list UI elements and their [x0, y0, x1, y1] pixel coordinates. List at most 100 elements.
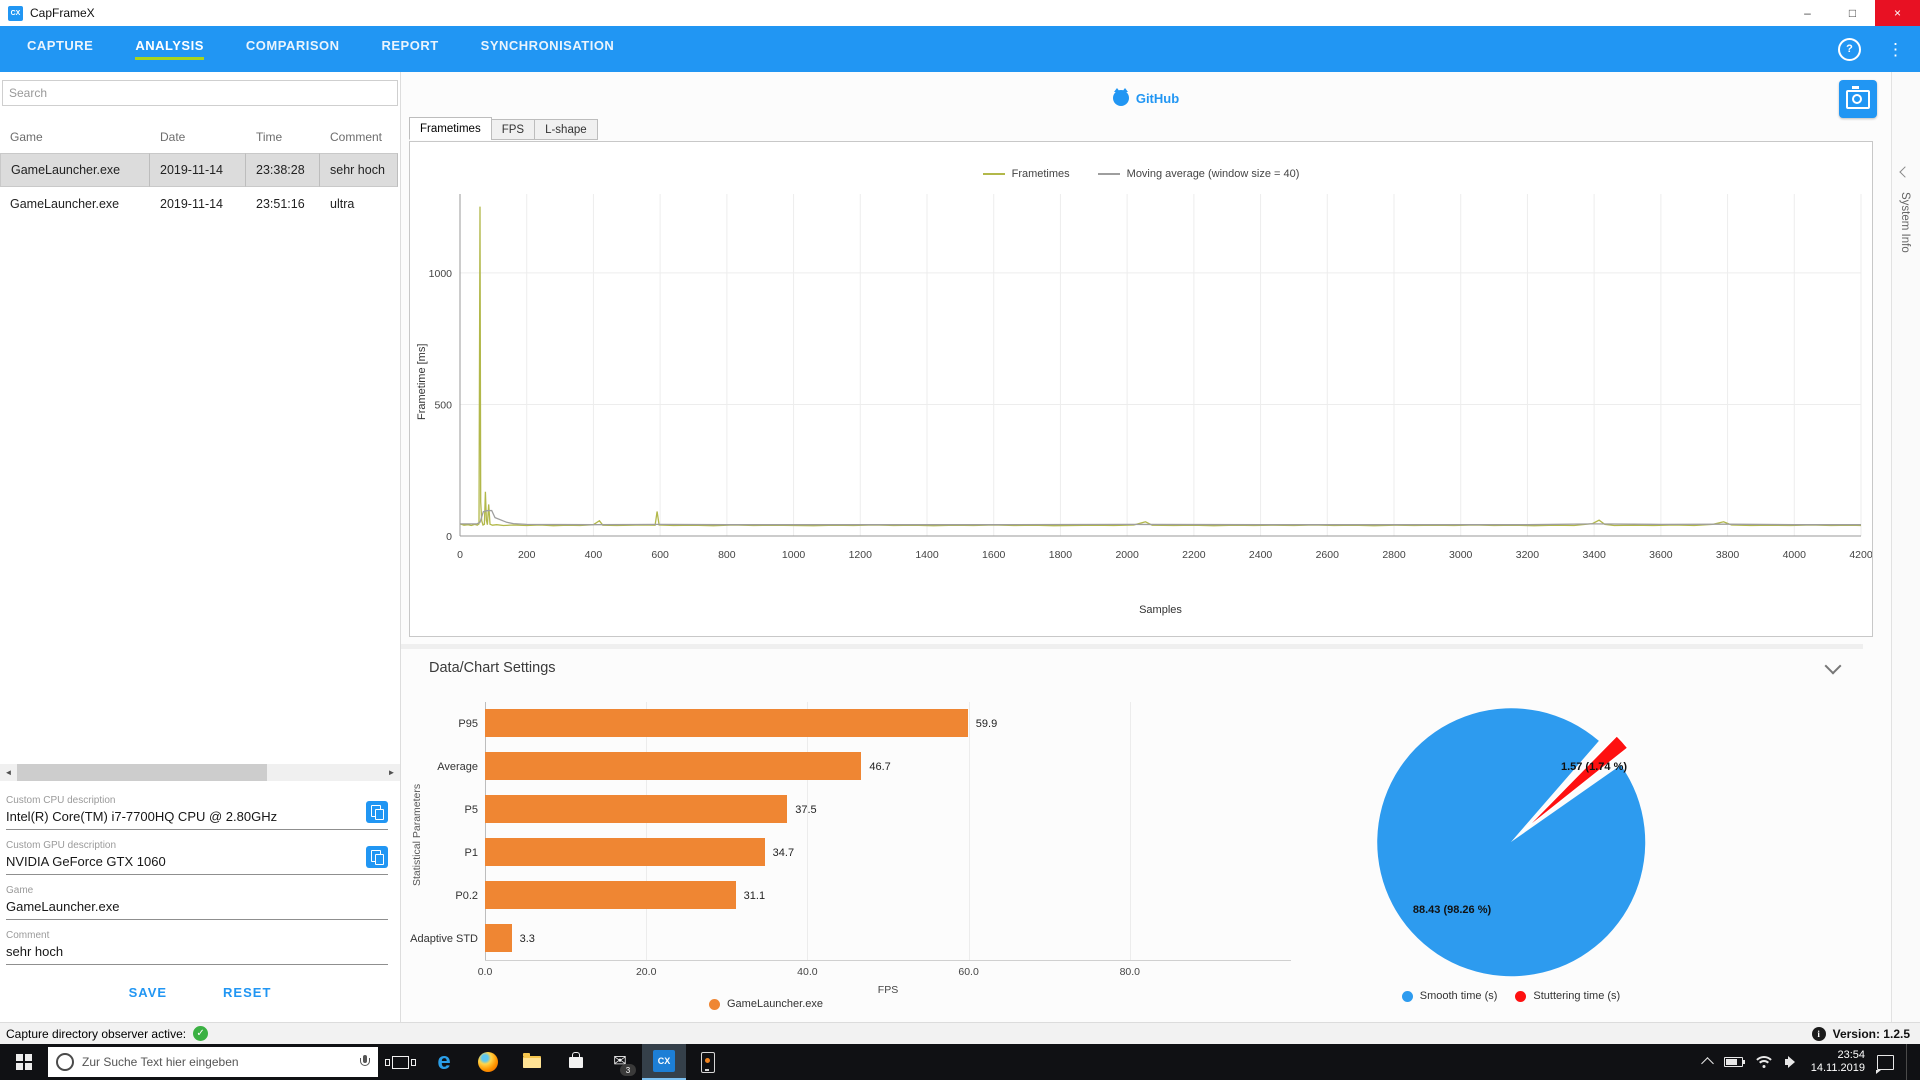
- nav-tab-comparison[interactable]: COMPARISON: [225, 26, 361, 72]
- bar-gridline: [485, 702, 486, 960]
- action-center-icon[interactable]: [1876, 1054, 1894, 1074]
- start-button[interactable]: [0, 1044, 48, 1080]
- chevron-left-icon[interactable]: [1899, 166, 1911, 178]
- svg-text:4200: 4200: [1849, 549, 1872, 561]
- reset-button[interactable]: RESET: [223, 985, 272, 1000]
- field-value[interactable]: NVIDIA GeForce GTX 1060: [6, 854, 388, 875]
- search-input[interactable]: [2, 80, 398, 106]
- taskbar-search-box[interactable]: Zur Suche Text hier eingeben: [48, 1047, 378, 1077]
- main-navbar: CAPTURE ANALYSIS COMPARISON REPORT SYNCHRONI…: [0, 26, 1920, 72]
- field-label: Game: [6, 885, 34, 896]
- bar-track: 34.7: [485, 831, 1359, 874]
- store-icon: [569, 1051, 583, 1068]
- legend-label: GameLauncher.exe: [727, 998, 824, 1010]
- bar-row-average: Average 46.7: [409, 745, 1359, 788]
- svg-text:2000: 2000: [1115, 549, 1139, 561]
- help-icon[interactable]: ?: [1838, 37, 1861, 61]
- speaker-icon[interactable]: [1784, 1056, 1799, 1068]
- chart-tabs: Frametimes FPS L-shape: [409, 117, 598, 140]
- field-label: Custom CPU description: [6, 795, 116, 806]
- statusbar-right: i Version: 1.2.5: [1811, 1026, 1910, 1041]
- scrollbar-thumb[interactable]: [17, 764, 267, 781]
- save-button[interactable]: SAVE: [128, 985, 168, 1000]
- legend-dot: [709, 998, 720, 1010]
- github-link[interactable]: GitHub: [401, 86, 1891, 110]
- svg-text:2600: 2600: [1316, 549, 1340, 561]
- task-view-button[interactable]: [378, 1044, 422, 1080]
- stuttering-pie-chart: 1.57 (1.74 %) 88.43 (98.26 %): [1377, 708, 1646, 977]
- file-explorer-button[interactable]: [510, 1044, 554, 1080]
- column-header-date[interactable]: Date: [160, 130, 186, 144]
- cell-time: 23:38:28: [246, 153, 320, 187]
- microphone-icon[interactable]: [360, 1055, 370, 1069]
- firefox-button[interactable]: [466, 1044, 510, 1080]
- field-comment: Comment sehr hoch: [6, 930, 388, 965]
- bar-axis-tick-label: 0.0: [477, 966, 493, 978]
- column-header-comment[interactable]: Comment: [330, 130, 383, 144]
- chart-tab-frametimes[interactable]: Frametimes: [409, 117, 492, 140]
- copy-description-button[interactable]: [366, 846, 388, 868]
- bar-value-label: 3.3: [519, 932, 535, 945]
- field-value[interactable]: sehr hoch: [6, 944, 388, 965]
- field-value[interactable]: Intel(R) Core(TM) i7-7700HQ CPU @ 2.80GH…: [6, 809, 388, 830]
- overflow-menu-icon[interactable]: ⋮: [1887, 39, 1904, 59]
- record-detail-buttons: SAVE RESET: [0, 985, 400, 1000]
- camera-icon: [1846, 85, 1870, 109]
- scroll-left-arrow[interactable]: ◄: [0, 764, 17, 781]
- scroll-right-arrow[interactable]: ►: [383, 764, 400, 781]
- panel-splitter[interactable]: [401, 644, 1863, 649]
- firefox-icon: [478, 1052, 498, 1072]
- bar-category-label: Adaptive STD: [410, 932, 478, 945]
- hidden-icons-chevron[interactable]: [1700, 1057, 1714, 1070]
- svg-text:500: 500: [434, 399, 452, 411]
- horizontal-scrollbar[interactable]: ◄ ►: [0, 764, 400, 781]
- system-info-rail[interactable]: System Info: [1891, 72, 1920, 1022]
- column-header-time[interactable]: Time: [256, 130, 283, 144]
- bar-gridline: [807, 702, 809, 960]
- svg-text:200: 200: [518, 549, 536, 561]
- cell-comment: sehr hoch: [320, 153, 398, 187]
- close-button[interactable]: ×: [1875, 0, 1920, 26]
- bar-axis-tick-label: 60.0: [958, 966, 979, 978]
- nav-tab-capture[interactable]: CAPTURE: [6, 26, 114, 72]
- chevron-down-icon[interactable]: [1824, 657, 1842, 675]
- bar-value-label: 46.7: [869, 760, 891, 773]
- legend-dot: [1515, 990, 1527, 1002]
- field-custom-cpu-description: Custom CPU description Intel(R) Core(TM) …: [6, 795, 388, 830]
- svg-text:2200: 2200: [1182, 549, 1206, 561]
- table-row[interactable]: GameLauncher.exe 2019-11-14 23:38:28 sehr h…: [0, 153, 400, 187]
- bar-track: 37.5: [485, 788, 1359, 831]
- maximize-button[interactable]: □: [1848, 6, 1857, 20]
- nav-tab-report[interactable]: REPORT: [361, 26, 460, 72]
- table-row[interactable]: GameLauncher.exe 2019-11-14 23:51:16 ultra: [0, 187, 400, 221]
- nav-tab-analysis[interactable]: ANALYSIS: [114, 26, 225, 72]
- taskbar-clock[interactable]: 23:54 14.11.2019: [1811, 1049, 1865, 1075]
- capframex-taskbar-button[interactable]: CX: [642, 1044, 686, 1080]
- column-header-game[interactable]: Game: [10, 130, 43, 144]
- edge-button[interactable]: e: [422, 1044, 466, 1080]
- cell-comment: ultra: [330, 197, 355, 211]
- clock-time: 23:54: [1837, 1049, 1865, 1061]
- screenshot-button[interactable]: [1839, 80, 1877, 118]
- svg-text:1000: 1000: [429, 268, 453, 280]
- phone-app-button[interactable]: [686, 1044, 730, 1080]
- store-button[interactable]: [554, 1044, 598, 1080]
- copy-description-button[interactable]: [366, 801, 388, 823]
- field-label: Comment: [6, 930, 50, 941]
- mail-button[interactable]: ✉ 3: [598, 1044, 642, 1080]
- phone-app-icon: [701, 1051, 715, 1073]
- svg-text:1600: 1600: [982, 549, 1006, 561]
- chart-tab-fps[interactable]: FPS: [490, 119, 536, 140]
- chart-tab-l-shape[interactable]: L-shape: [534, 119, 598, 140]
- nav-tab-synchronisation[interactable]: SYNCHRONISATION: [460, 26, 636, 72]
- legend-label: Stuttering time (s): [1533, 990, 1621, 1002]
- battery-icon[interactable]: [1723, 1057, 1745, 1067]
- statistics-bar-chart: Statistical Parameters P95 59.9 Average 46.…: [409, 694, 1359, 1020]
- minimize-button[interactable]: –: [1804, 6, 1811, 20]
- svg-text:3600: 3600: [1649, 549, 1673, 561]
- show-desktop-button[interactable]: [1906, 1044, 1912, 1080]
- wifi-icon[interactable]: [1752, 1055, 1775, 1069]
- field-value[interactable]: GameLauncher.exe: [6, 899, 388, 920]
- data-chart-settings-header[interactable]: Data/Chart Settings: [401, 656, 1891, 686]
